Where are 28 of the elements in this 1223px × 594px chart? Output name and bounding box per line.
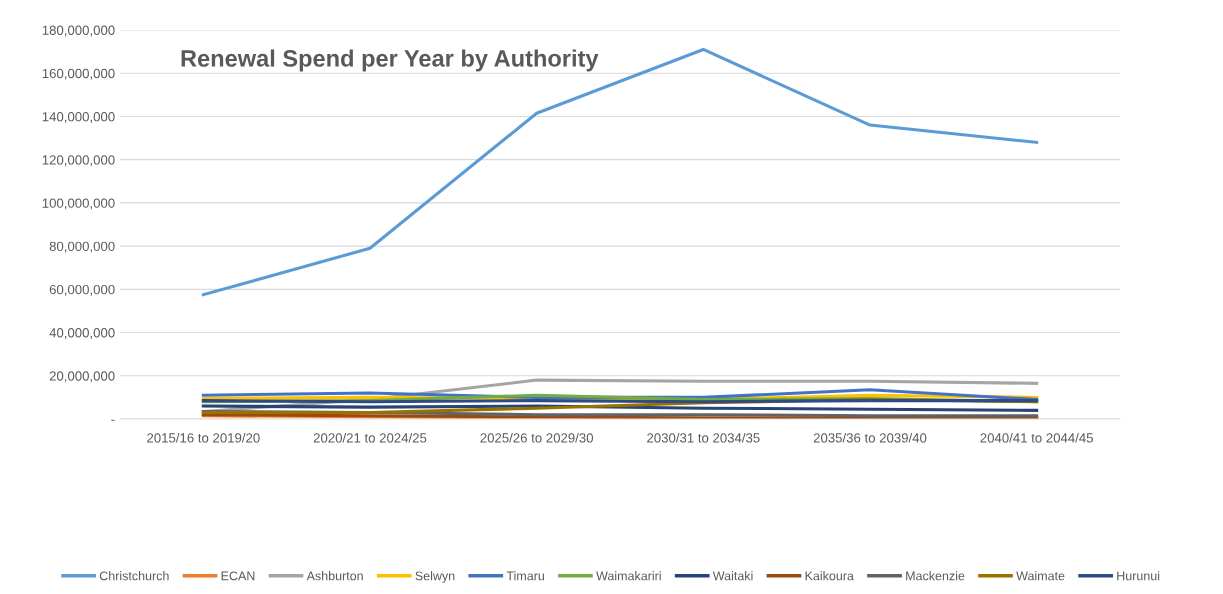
legend-label: ECAN (221, 571, 255, 581)
legend-label: Timaru (506, 571, 544, 581)
x-tick-label: 2035/36 to 2039/40 (813, 432, 927, 443)
y-tick-label: 20,000,000 (49, 371, 115, 383)
legend-label: Mackenzie (906, 571, 965, 581)
y-tick-label: - (111, 419, 115, 421)
y-tick-label: 60,000,000 (49, 284, 115, 296)
legend-label: Waimakariri (596, 571, 661, 581)
legend-label: Kaikoura (805, 571, 854, 581)
legend-label: Hurunui (1117, 571, 1160, 581)
y-tick-label: 40,000,000 (49, 328, 115, 340)
legend-label: Christchurch (99, 571, 169, 581)
y-tick-label: 140,000,000 (42, 112, 115, 123)
text: Renewal Spend per Year by Authority (181, 49, 599, 72)
y-tick-label: 80,000,000 (49, 241, 115, 253)
legend-label: Waitaki (712, 571, 753, 581)
x-tick-label: 2015/16 to 2019/20 (147, 432, 260, 443)
y-tick-label: 180,000,000 (42, 25, 115, 37)
x-tick-label: 2040/41 to 2044/45 (980, 432, 1093, 443)
y-tick-label: 120,000,000 (42, 155, 115, 167)
x-tick-label: 2030/31 to 2034/35 (647, 432, 760, 443)
legend-label: Waimate (1016, 571, 1065, 581)
x-tick-label: 2025/26 to 2029/30 (480, 432, 594, 443)
x-tick-label: 2020/21 to 2024/25 (313, 432, 427, 443)
legend-label: Ashburton (306, 571, 363, 581)
y-tick-label: 160,000,000 (42, 68, 115, 80)
y-tick-label: 100,000,000 (42, 198, 115, 210)
legend-label: Selwyn (415, 571, 455, 583)
